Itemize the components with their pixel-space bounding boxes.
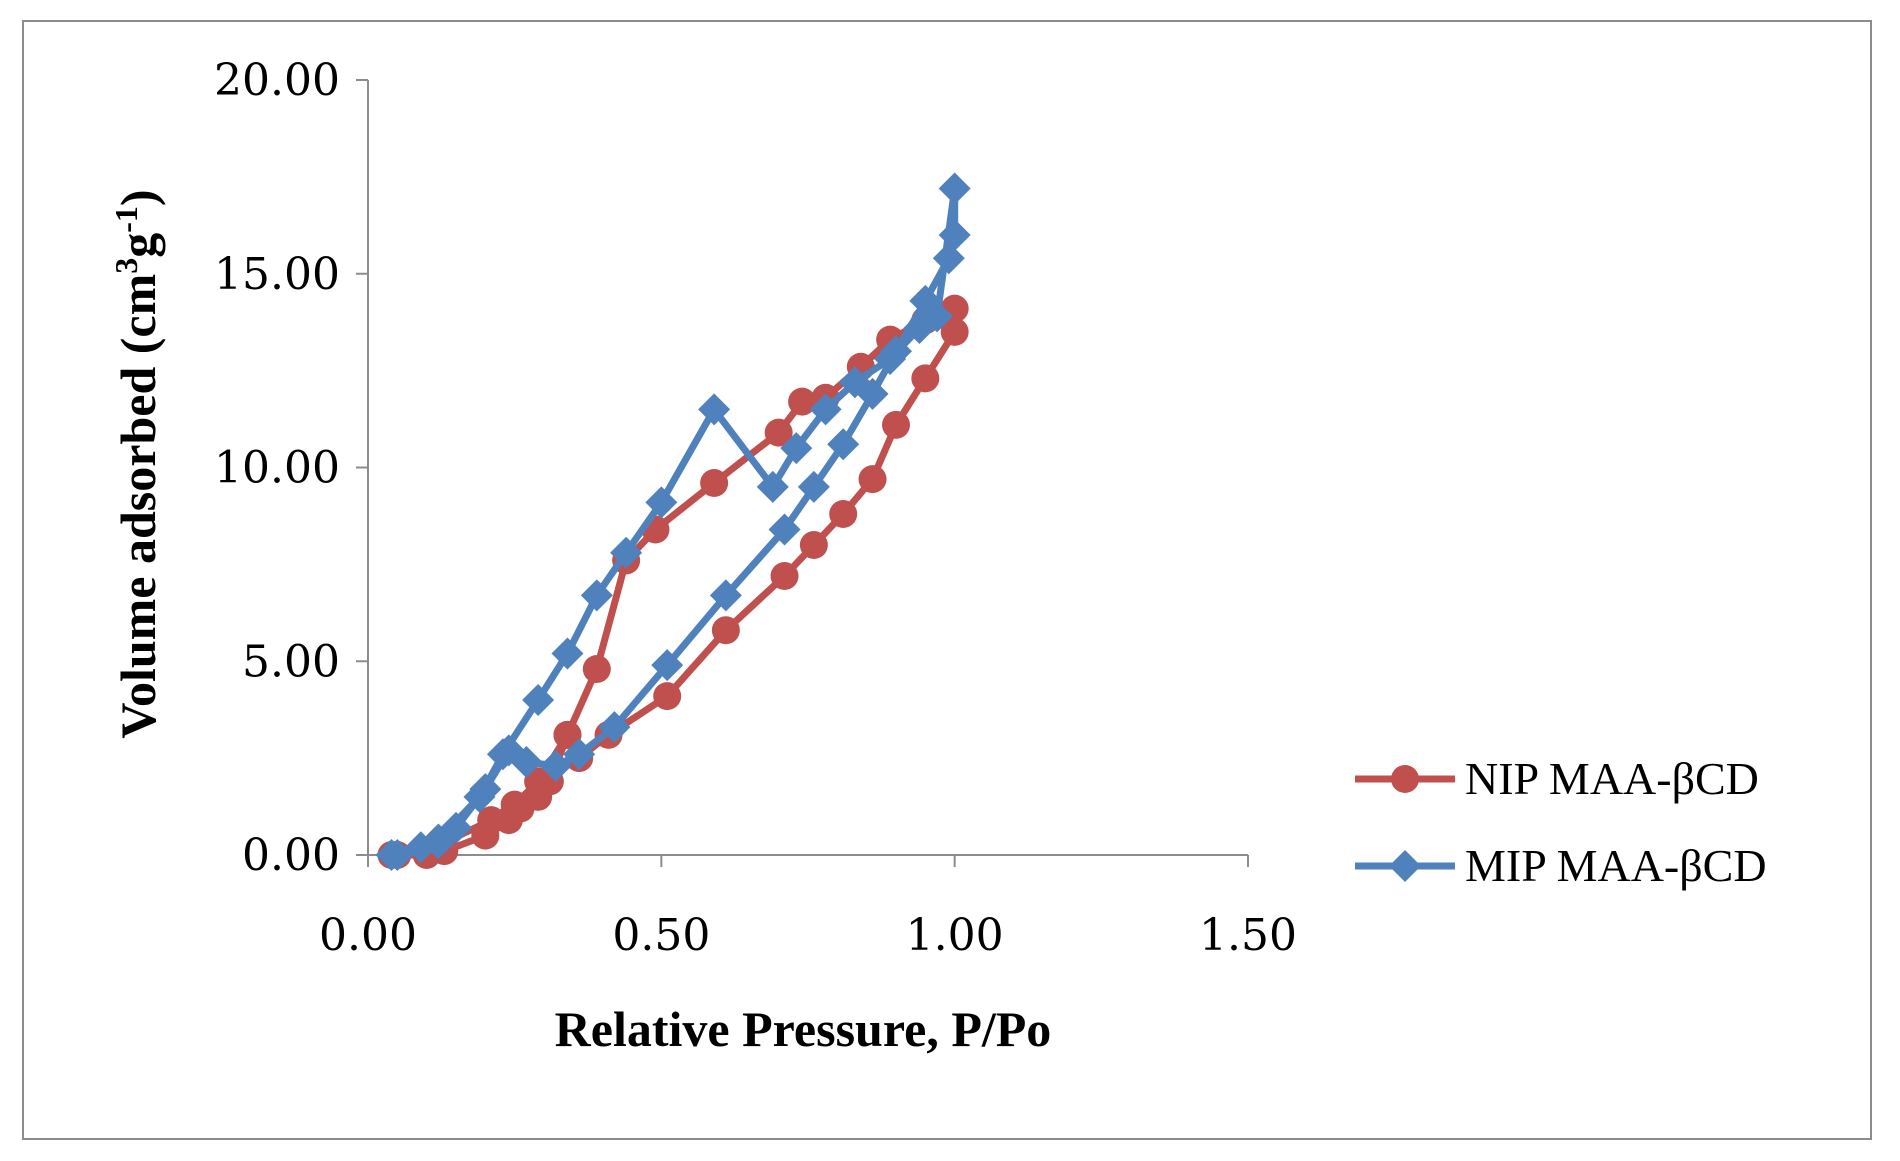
y-tick-label: 10.00 <box>214 443 340 494</box>
data-point <box>422 823 455 856</box>
data-point <box>940 317 969 346</box>
data-point <box>797 470 830 503</box>
data-point <box>553 720 582 749</box>
y-tick-label: 0.00 <box>242 830 340 881</box>
data-point <box>698 393 731 426</box>
legend-item-mip: MIP MAA-βCD <box>1355 840 1767 891</box>
x-axis-title: Relative Pressure, P/Po <box>555 1001 1052 1057</box>
y-axis-title-prefix: Volume adsorbed (cm <box>110 274 166 739</box>
data-point <box>463 780 496 813</box>
y-axis-title-mid: g <box>110 233 166 258</box>
axes: 0.00 5.00 10.00 15.00 20.00 0.00 0.50 1.00 1.50 <box>214 55 1297 961</box>
data-point <box>858 465 887 494</box>
data-point <box>524 767 553 796</box>
x-tick-label: 1.00 <box>906 910 1004 961</box>
data-point <box>799 531 828 559</box>
data-point <box>580 579 613 612</box>
data-point <box>768 513 801 546</box>
data-point <box>788 387 817 416</box>
data-point <box>582 655 611 683</box>
chart-frame <box>22 20 1872 1140</box>
data-point <box>809 393 842 426</box>
data-point <box>911 364 940 393</box>
data-point <box>500 790 529 819</box>
series-line <box>390 185 959 859</box>
data-point <box>770 562 799 590</box>
data-point <box>522 684 555 716</box>
y-axis-title-sup1: 3 <box>108 258 144 274</box>
data-point <box>882 410 910 439</box>
data-point <box>700 469 729 497</box>
data-point <box>551 637 584 670</box>
legend-label-nip: NIP MAA-βCD <box>1465 753 1759 804</box>
data-point <box>486 738 519 771</box>
y-tick-label: 15.00 <box>214 249 340 300</box>
y-tick-label: 5.00 <box>242 636 340 687</box>
data-point <box>756 470 789 503</box>
data-point <box>829 500 858 528</box>
data-point <box>903 312 936 344</box>
data-point <box>610 536 643 569</box>
y-axis-title-suffix: ) <box>110 189 166 206</box>
legend-marker-mip <box>1389 850 1421 882</box>
legend-label-mip: MIP MAA-βCD <box>1465 840 1767 891</box>
data-point <box>838 366 871 399</box>
data-point <box>539 749 572 782</box>
x-tick-label: 0.00 <box>319 910 417 961</box>
series-layer <box>375 172 971 871</box>
data-point <box>598 711 631 744</box>
data-point <box>932 242 965 275</box>
data-point <box>651 649 684 682</box>
data-point <box>874 343 907 375</box>
legend-item-nip: NIP MAA-βCD <box>1355 753 1759 804</box>
data-point <box>653 682 682 711</box>
x-tick-label: 1.50 <box>1199 910 1297 961</box>
data-point <box>938 172 971 205</box>
legend: NIP MAA-βCD MIP MAA-βCD <box>1355 753 1767 891</box>
data-point <box>709 579 742 612</box>
data-point <box>711 616 740 645</box>
data-point <box>645 486 678 519</box>
data-point <box>381 839 414 871</box>
data-point <box>780 432 813 465</box>
y-tick-label: 20.00 <box>214 55 340 106</box>
data-point <box>764 418 793 447</box>
y-axis-title-sup2: -1 <box>108 206 144 233</box>
x-tick-label: 0.50 <box>612 910 710 961</box>
legend-marker-nip <box>1391 765 1419 793</box>
data-point <box>938 219 971 251</box>
series-mip <box>375 172 971 871</box>
data-point <box>477 806 506 835</box>
data-point <box>827 428 860 461</box>
y-axis-title: Volume adsorbed (cm3g-1) <box>108 189 166 738</box>
series-nip <box>377 294 969 869</box>
data-point <box>563 738 596 771</box>
